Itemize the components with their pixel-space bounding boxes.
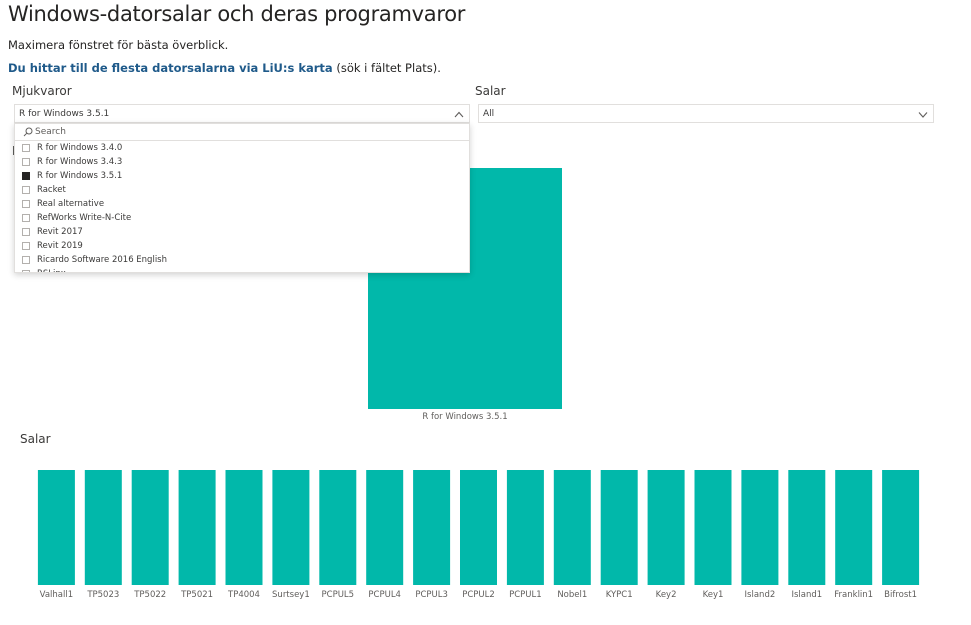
room-bar[interactable] bbox=[319, 470, 357, 585]
software-option-label: RSLinx bbox=[37, 269, 66, 272]
checkbox[interactable] bbox=[22, 242, 30, 250]
software-search-input[interactable]: Search bbox=[15, 124, 469, 141]
room-bar[interactable] bbox=[84, 470, 122, 585]
room-category-label: Key2 bbox=[656, 590, 677, 600]
software-selected-value: R for Windows 3.5.1 bbox=[19, 109, 110, 119]
rooms-dropdown[interactable]: All bbox=[478, 104, 934, 123]
software-option-label: Real alternative bbox=[37, 199, 105, 209]
liu-map-link[interactable]: Du hittar till de flesta datorsalarna vi… bbox=[8, 61, 333, 75]
checkbox-checked[interactable] bbox=[22, 172, 30, 180]
software-dropdown[interactable]: R for Windows 3.5.1 bbox=[14, 104, 470, 123]
rooms-chart-title: Salar bbox=[20, 432, 51, 446]
software-option[interactable]: Real alternative bbox=[15, 197, 469, 211]
map-info-line: Du hittar till de flesta datorsalarna vi… bbox=[8, 61, 441, 75]
room-category-label: KYPC1 bbox=[606, 590, 633, 600]
room-category-label: PCPUL1 bbox=[509, 590, 542, 600]
software-option[interactable]: Revit 2019 bbox=[15, 239, 469, 253]
room-bar[interactable] bbox=[835, 470, 873, 585]
page-title: Windows-datorsalar och deras programvaro… bbox=[8, 2, 466, 26]
checkbox[interactable] bbox=[22, 214, 30, 222]
room-category-label: Key1 bbox=[703, 590, 724, 600]
room-category-label: TP4004 bbox=[227, 590, 260, 600]
room-category-label: TP5023 bbox=[86, 590, 119, 600]
software-category-label: R for Windows 3.5.1 bbox=[422, 412, 507, 422]
rooms-slicer-label: Salar bbox=[475, 84, 506, 98]
room-bar[interactable] bbox=[788, 470, 826, 585]
room-category-label: TP5022 bbox=[133, 590, 166, 600]
room-category-label: PCPUL2 bbox=[462, 590, 495, 600]
room-category-label: PCPUL3 bbox=[415, 590, 448, 600]
room-category-label: Franklin1 bbox=[834, 590, 873, 600]
room-bar[interactable] bbox=[225, 470, 263, 585]
room-category-label: Nobel1 bbox=[557, 590, 587, 600]
software-option[interactable]: Racket bbox=[15, 183, 469, 197]
software-option[interactable]: R for Windows 3.4.3 bbox=[15, 155, 469, 169]
room-category-label: PCPUL5 bbox=[322, 590, 355, 600]
chevron-down-icon bbox=[918, 112, 928, 118]
room-category-label: Valhall1 bbox=[40, 590, 73, 600]
room-bar[interactable] bbox=[413, 470, 451, 585]
page-subtitle: Maximera fönstret för bästa överblick. bbox=[8, 38, 229, 52]
software-search-placeholder: Search bbox=[35, 127, 66, 137]
room-bar[interactable] bbox=[882, 470, 920, 585]
software-option-label: Racket bbox=[37, 185, 66, 195]
room-bar[interactable] bbox=[131, 470, 169, 585]
checkbox[interactable] bbox=[22, 200, 30, 208]
software-option-label: Revit 2019 bbox=[37, 241, 83, 251]
room-bar[interactable] bbox=[178, 470, 216, 585]
software-option-label: Ricardo Software 2016 English bbox=[37, 255, 167, 265]
software-option[interactable]: RefWorks Write-N-Cite bbox=[15, 211, 469, 225]
checkbox[interactable] bbox=[22, 158, 30, 166]
software-option-list: R for Windows 3.4.0 R for Windows 3.4.3 R … bbox=[15, 141, 469, 272]
software-option[interactable]: R for Windows 3.5.1 bbox=[15, 169, 469, 183]
room-bar[interactable] bbox=[600, 470, 638, 585]
room-category-label: TP5021 bbox=[180, 590, 213, 600]
software-option-label: Revit 2017 bbox=[37, 227, 83, 237]
software-option[interactable]: Revit 2017 bbox=[15, 225, 469, 239]
room-bar[interactable] bbox=[460, 470, 497, 585]
room-category-label: Bifrost1 bbox=[884, 590, 917, 600]
checkbox[interactable] bbox=[22, 144, 30, 152]
software-slicer-label: Mjukvaror bbox=[12, 84, 72, 98]
room-category-label: PCPUL4 bbox=[368, 590, 401, 600]
checkbox[interactable] bbox=[22, 186, 30, 194]
room-bar[interactable] bbox=[741, 470, 779, 585]
room-bar[interactable] bbox=[553, 470, 591, 585]
search-icon bbox=[23, 127, 33, 137]
map-info-suffix: (sök i fältet Plats). bbox=[332, 61, 441, 75]
rooms-selected-value: All bbox=[483, 109, 495, 119]
software-option[interactable]: RSLinx bbox=[15, 267, 469, 272]
room-bar[interactable] bbox=[366, 470, 404, 585]
software-option[interactable]: Ricardo Software 2016 English bbox=[15, 253, 469, 267]
checkbox[interactable] bbox=[22, 228, 30, 236]
checkbox[interactable] bbox=[22, 256, 30, 264]
software-dropdown-list[interactable]: Search R for Windows 3.4.0 R for Windows … bbox=[14, 123, 470, 273]
software-option[interactable]: R for Windows 3.4.0 bbox=[15, 141, 469, 155]
room-category-label: Surtsey1 bbox=[272, 590, 310, 600]
software-option-label: RefWorks Write-N-Cite bbox=[37, 213, 132, 223]
room-bar[interactable] bbox=[37, 470, 75, 585]
room-category-label: Island1 bbox=[791, 590, 822, 600]
room-bar[interactable] bbox=[272, 470, 310, 585]
checkbox[interactable] bbox=[22, 270, 30, 272]
room-category-label: Island2 bbox=[745, 590, 776, 600]
room-bar[interactable] bbox=[506, 470, 544, 585]
software-option-label: R for Windows 3.4.3 bbox=[37, 157, 123, 167]
chevron-up-icon bbox=[454, 111, 464, 118]
software-option-label: R for Windows 3.5.1 bbox=[37, 171, 123, 181]
software-option-label: R for Windows 3.4.0 bbox=[37, 143, 123, 153]
room-bar[interactable] bbox=[647, 470, 685, 585]
room-bar[interactable] bbox=[694, 470, 732, 585]
